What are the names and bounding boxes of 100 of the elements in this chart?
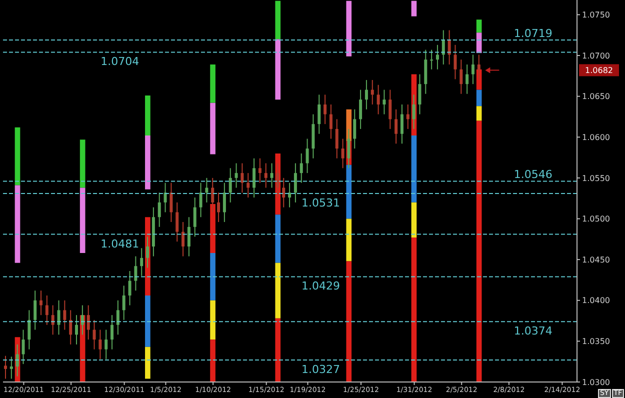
candlestick bbox=[466, 64, 469, 94]
candlestick bbox=[252, 158, 256, 198]
y-tick-label: 1.0400 bbox=[582, 296, 610, 306]
candlestick bbox=[370, 79, 374, 105]
bar bbox=[14, 185, 20, 263]
bar bbox=[275, 0, 281, 40]
candlestick bbox=[176, 202, 179, 242]
bar bbox=[411, 202, 417, 238]
candlestick bbox=[353, 108, 356, 150]
candlestick bbox=[57, 300, 60, 336]
bar bbox=[476, 106, 482, 121]
bar bbox=[145, 346, 150, 379]
candlestick bbox=[40, 290, 43, 316]
candlestick bbox=[187, 216, 190, 257]
bar bbox=[210, 102, 216, 154]
ref-line-label: 1.0704 bbox=[100, 55, 140, 68]
candlestick bbox=[158, 192, 161, 228]
y-tick-label: 1.0550 bbox=[582, 174, 610, 183]
candlestick bbox=[199, 182, 202, 218]
candlestick bbox=[4, 355, 7, 380]
candlestick bbox=[170, 182, 173, 223]
candlestick bbox=[282, 177, 286, 208]
bar bbox=[275, 318, 281, 382]
candlestick bbox=[246, 172, 250, 198]
candlestick bbox=[193, 197, 196, 238]
bar bbox=[210, 204, 216, 254]
ref-line-label: 1.0531 bbox=[301, 196, 340, 210]
candlestick bbox=[264, 162, 268, 188]
bar bbox=[411, 238, 417, 382]
bar bbox=[476, 90, 482, 106]
candlestick bbox=[258, 158, 262, 184]
candlestick bbox=[140, 248, 144, 276]
candlestick bbox=[182, 222, 185, 257]
bar bbox=[275, 262, 281, 318]
ref-line-label: 1.0481 bbox=[100, 237, 140, 250]
bar bbox=[145, 96, 150, 136]
candlestick bbox=[34, 290, 37, 330]
candlestick bbox=[341, 138, 344, 169]
ref-line-label: 1.0429 bbox=[301, 280, 340, 293]
candlestick bbox=[98, 329, 102, 360]
bar bbox=[476, 20, 482, 33]
y-tick-label: 1.0300 bbox=[582, 378, 610, 387]
candlestick bbox=[270, 162, 274, 188]
candlestick bbox=[240, 162, 244, 194]
candlestick bbox=[376, 84, 380, 115]
candlestick bbox=[51, 304, 54, 336]
bar bbox=[346, 218, 352, 262]
candlestick bbox=[45, 294, 48, 326]
candlestick bbox=[430, 49, 434, 70]
candlestick bbox=[400, 104, 404, 144]
candlestick bbox=[86, 304, 90, 340]
y-tick-label: 1.0500 bbox=[582, 214, 610, 224]
candlestick bbox=[122, 285, 126, 320]
candlestick bbox=[128, 270, 132, 306]
candlestick bbox=[324, 94, 327, 125]
bar bbox=[80, 188, 86, 254]
candlestick bbox=[460, 59, 463, 94]
candlestick bbox=[134, 256, 138, 292]
candlestick bbox=[306, 138, 309, 174]
ref-line-label: 1.0374 bbox=[514, 324, 552, 338]
annotation: 1.0682 bbox=[585, 66, 613, 76]
ref-line-label: 1.0719 bbox=[514, 26, 552, 40]
bar bbox=[210, 64, 216, 103]
candlestick bbox=[406, 104, 410, 130]
candlestick bbox=[388, 89, 392, 130]
bar bbox=[145, 295, 150, 347]
bar bbox=[145, 135, 150, 190]
candlestick bbox=[234, 162, 238, 188]
candlestick bbox=[110, 314, 114, 350]
candlestick bbox=[436, 44, 439, 70]
candlestick bbox=[92, 319, 96, 350]
candlestick bbox=[418, 74, 422, 115]
bar bbox=[346, 164, 352, 219]
y-tick-label: 1.0600 bbox=[582, 132, 610, 142]
candlestick bbox=[318, 94, 321, 134]
candlestick bbox=[471, 54, 474, 85]
bar bbox=[210, 253, 216, 300]
candlestick bbox=[454, 44, 457, 80]
y-tick-label: 1.0750 bbox=[582, 10, 610, 20]
candlestick bbox=[205, 177, 208, 203]
bar bbox=[346, 0, 352, 56]
candlestick bbox=[394, 108, 398, 144]
ref-line-label: 1.0327 bbox=[301, 362, 340, 376]
candlestick bbox=[63, 300, 66, 330]
candlestick bbox=[364, 79, 368, 110]
candlestick bbox=[359, 89, 362, 130]
y-tick-label: 1.0450 bbox=[582, 255, 610, 264]
candlestick bbox=[69, 310, 72, 345]
candlestick bbox=[288, 182, 292, 208]
candlestick bbox=[28, 310, 31, 350]
candlestick bbox=[164, 182, 167, 213]
bar bbox=[476, 120, 482, 382]
bar bbox=[210, 300, 216, 340]
candlestick bbox=[75, 314, 78, 345]
ref-line-label: 1.0546 bbox=[514, 168, 552, 182]
candlestick bbox=[116, 300, 120, 336]
bar bbox=[346, 261, 352, 382]
candlestick bbox=[228, 168, 232, 203]
candlestick bbox=[217, 192, 220, 223]
y-tick-label: 1.0700 bbox=[582, 51, 610, 60]
